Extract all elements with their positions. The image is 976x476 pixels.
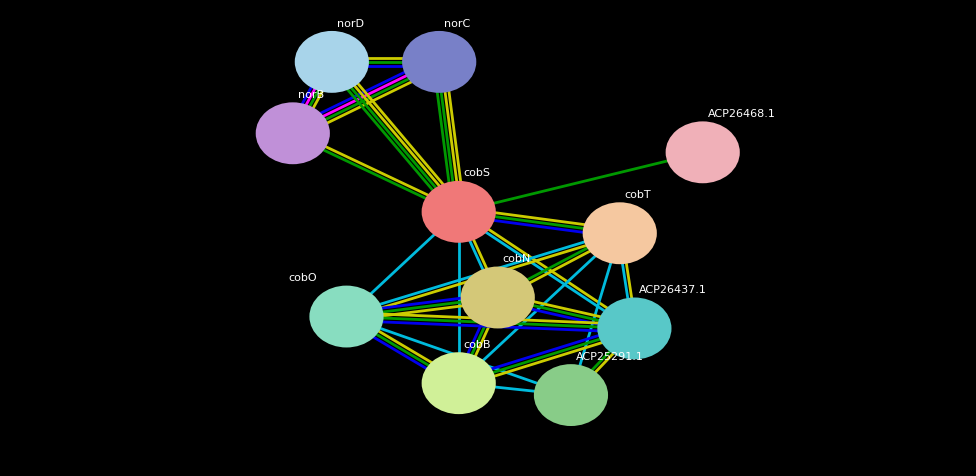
Ellipse shape bbox=[666, 121, 740, 183]
Ellipse shape bbox=[295, 31, 369, 93]
Ellipse shape bbox=[597, 298, 671, 359]
Text: ACP26437.1: ACP26437.1 bbox=[639, 285, 708, 295]
Text: cobT: cobT bbox=[625, 190, 651, 200]
Ellipse shape bbox=[256, 102, 330, 164]
Ellipse shape bbox=[309, 286, 384, 347]
Text: norC: norC bbox=[444, 19, 470, 29]
Text: cobS: cobS bbox=[464, 169, 491, 178]
Text: norB: norB bbox=[298, 90, 324, 100]
Text: cobB: cobB bbox=[464, 340, 491, 350]
Text: norD: norD bbox=[337, 19, 364, 29]
Ellipse shape bbox=[534, 364, 608, 426]
Ellipse shape bbox=[402, 31, 476, 93]
Ellipse shape bbox=[461, 267, 535, 328]
Ellipse shape bbox=[422, 181, 496, 243]
Ellipse shape bbox=[583, 202, 657, 264]
Text: cobN: cobN bbox=[503, 254, 531, 264]
Text: ACP25291.1: ACP25291.1 bbox=[576, 352, 644, 362]
Ellipse shape bbox=[422, 352, 496, 414]
Text: ACP26468.1: ACP26468.1 bbox=[708, 109, 776, 119]
Text: cobO: cobO bbox=[288, 273, 316, 283]
